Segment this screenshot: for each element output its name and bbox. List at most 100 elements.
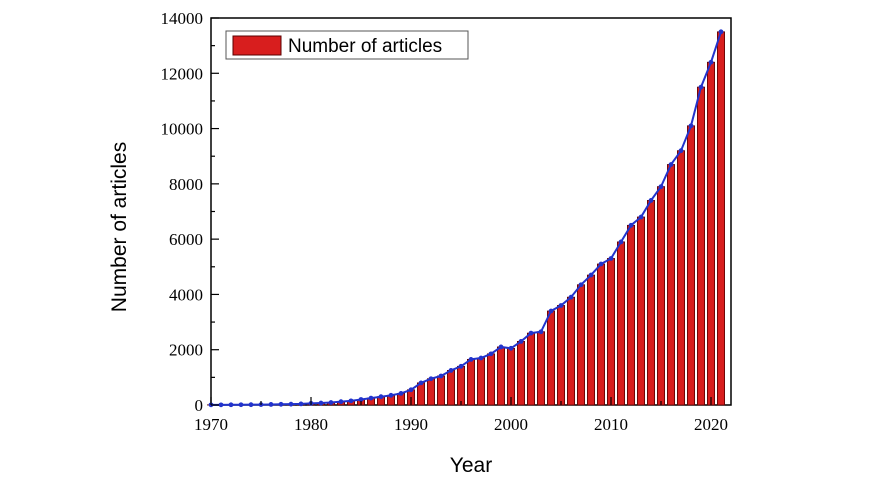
bar-2015 <box>657 186 666 406</box>
point-1976 <box>268 402 274 407</box>
bar-2006 <box>567 296 576 406</box>
point-1988 <box>388 392 394 398</box>
point-1996 <box>468 356 474 362</box>
bar-2019 <box>697 86 706 406</box>
bar-1993 <box>436 375 445 406</box>
point-1984 <box>348 398 354 404</box>
bar-1996 <box>466 358 475 406</box>
point-1990 <box>408 387 414 393</box>
bar-2011 <box>617 241 626 406</box>
point-1979 <box>298 401 304 407</box>
point-1978 <box>288 401 294 407</box>
y-tick-label-2000: 2000 <box>169 341 203 360</box>
bar-2017 <box>677 150 686 406</box>
bar-2004 <box>547 310 556 406</box>
point-1971 <box>218 402 224 408</box>
point-1973 <box>238 402 244 408</box>
y-tick-label-8000: 8000 <box>169 175 203 194</box>
point-1998 <box>488 351 494 357</box>
point-2014 <box>648 198 654 203</box>
point-2016 <box>668 162 674 167</box>
point-2004 <box>548 308 554 314</box>
y-tick-label-4000: 4000 <box>169 285 203 304</box>
bar-1991 <box>416 382 425 406</box>
bar-2012 <box>627 224 636 406</box>
point-1974 <box>248 402 254 408</box>
y-axis-title: Number of articles <box>108 142 131 312</box>
point-2017 <box>678 148 684 154</box>
x-tick-label-1980: 1980 <box>294 415 328 434</box>
point-2019 <box>698 84 704 90</box>
point-2002 <box>528 330 534 336</box>
bar-2016 <box>667 164 676 406</box>
x-tick-label-2010: 2010 <box>594 415 628 434</box>
point-2011 <box>618 239 624 245</box>
point-1977 <box>278 401 284 407</box>
bar-2000 <box>506 347 515 406</box>
series-line <box>211 31 722 406</box>
y-tick-label-10000: 10000 <box>161 120 204 139</box>
y-tick-label-14000: 14000 <box>161 9 204 28</box>
point-1991 <box>418 380 424 386</box>
y-axis: 0 2000 4000 6000 8000 10000 12000 14000 <box>161 9 219 415</box>
point-2008 <box>588 272 594 278</box>
point-2010 <box>608 256 614 261</box>
bar-2014 <box>647 200 656 406</box>
point-2020 <box>708 59 714 65</box>
bar-1992 <box>426 378 435 406</box>
legend-label: Number of articles <box>288 36 442 57</box>
bar-2021 <box>717 31 726 406</box>
x-axis-title: Year <box>450 454 492 477</box>
point-1972 <box>228 402 234 408</box>
bar-2005 <box>557 305 566 406</box>
point-1986 <box>368 395 374 401</box>
bar-2007 <box>577 284 586 406</box>
legend: Number of articles <box>225 30 469 60</box>
bar-2018 <box>687 125 696 406</box>
point-1999 <box>498 344 504 350</box>
point-1982 <box>328 400 334 405</box>
point-2003 <box>538 329 544 335</box>
y-tick-label-0: 0 <box>195 396 204 415</box>
point-1994 <box>448 368 454 373</box>
point-2001 <box>518 339 524 344</box>
bar-1995 <box>456 365 465 406</box>
y-tick-label-12000: 12000 <box>161 64 204 83</box>
point-1989 <box>398 390 404 396</box>
bar-2013 <box>637 216 646 406</box>
legend-swatch <box>232 35 282 56</box>
point-1981 <box>318 400 324 406</box>
bar-2020 <box>707 61 716 406</box>
bar-2008 <box>587 274 596 406</box>
bar-2003 <box>537 331 546 406</box>
point-1997 <box>478 355 484 361</box>
point-2015 <box>658 184 664 190</box>
point-2000 <box>508 345 514 351</box>
x-tick-label-1990: 1990 <box>394 415 428 434</box>
point-1995 <box>458 363 464 369</box>
bar-1998 <box>486 353 495 406</box>
x-tick-label-2020: 2020 <box>694 415 728 434</box>
bar-1994 <box>446 370 455 406</box>
point-2013 <box>638 214 644 220</box>
point-1987 <box>378 394 384 400</box>
point-1992 <box>428 376 434 382</box>
point-1983 <box>338 399 344 405</box>
point-1985 <box>358 397 364 402</box>
point-2007 <box>578 282 584 288</box>
y-tick-label-6000: 6000 <box>169 230 203 249</box>
point-2006 <box>568 294 574 300</box>
series-line-group <box>208 29 724 408</box>
point-2005 <box>558 303 564 308</box>
bar-2001 <box>517 341 526 406</box>
point-2018 <box>688 123 694 129</box>
bar-2010 <box>607 258 616 406</box>
point-2009 <box>598 261 604 267</box>
x-axis: 1970 1980 1990 2000 2010 2020 <box>194 397 728 434</box>
bar-1999 <box>496 346 505 406</box>
point-1993 <box>438 373 444 379</box>
bars-group <box>206 31 726 406</box>
point-2021 <box>718 29 724 35</box>
bar-2009 <box>597 263 606 406</box>
